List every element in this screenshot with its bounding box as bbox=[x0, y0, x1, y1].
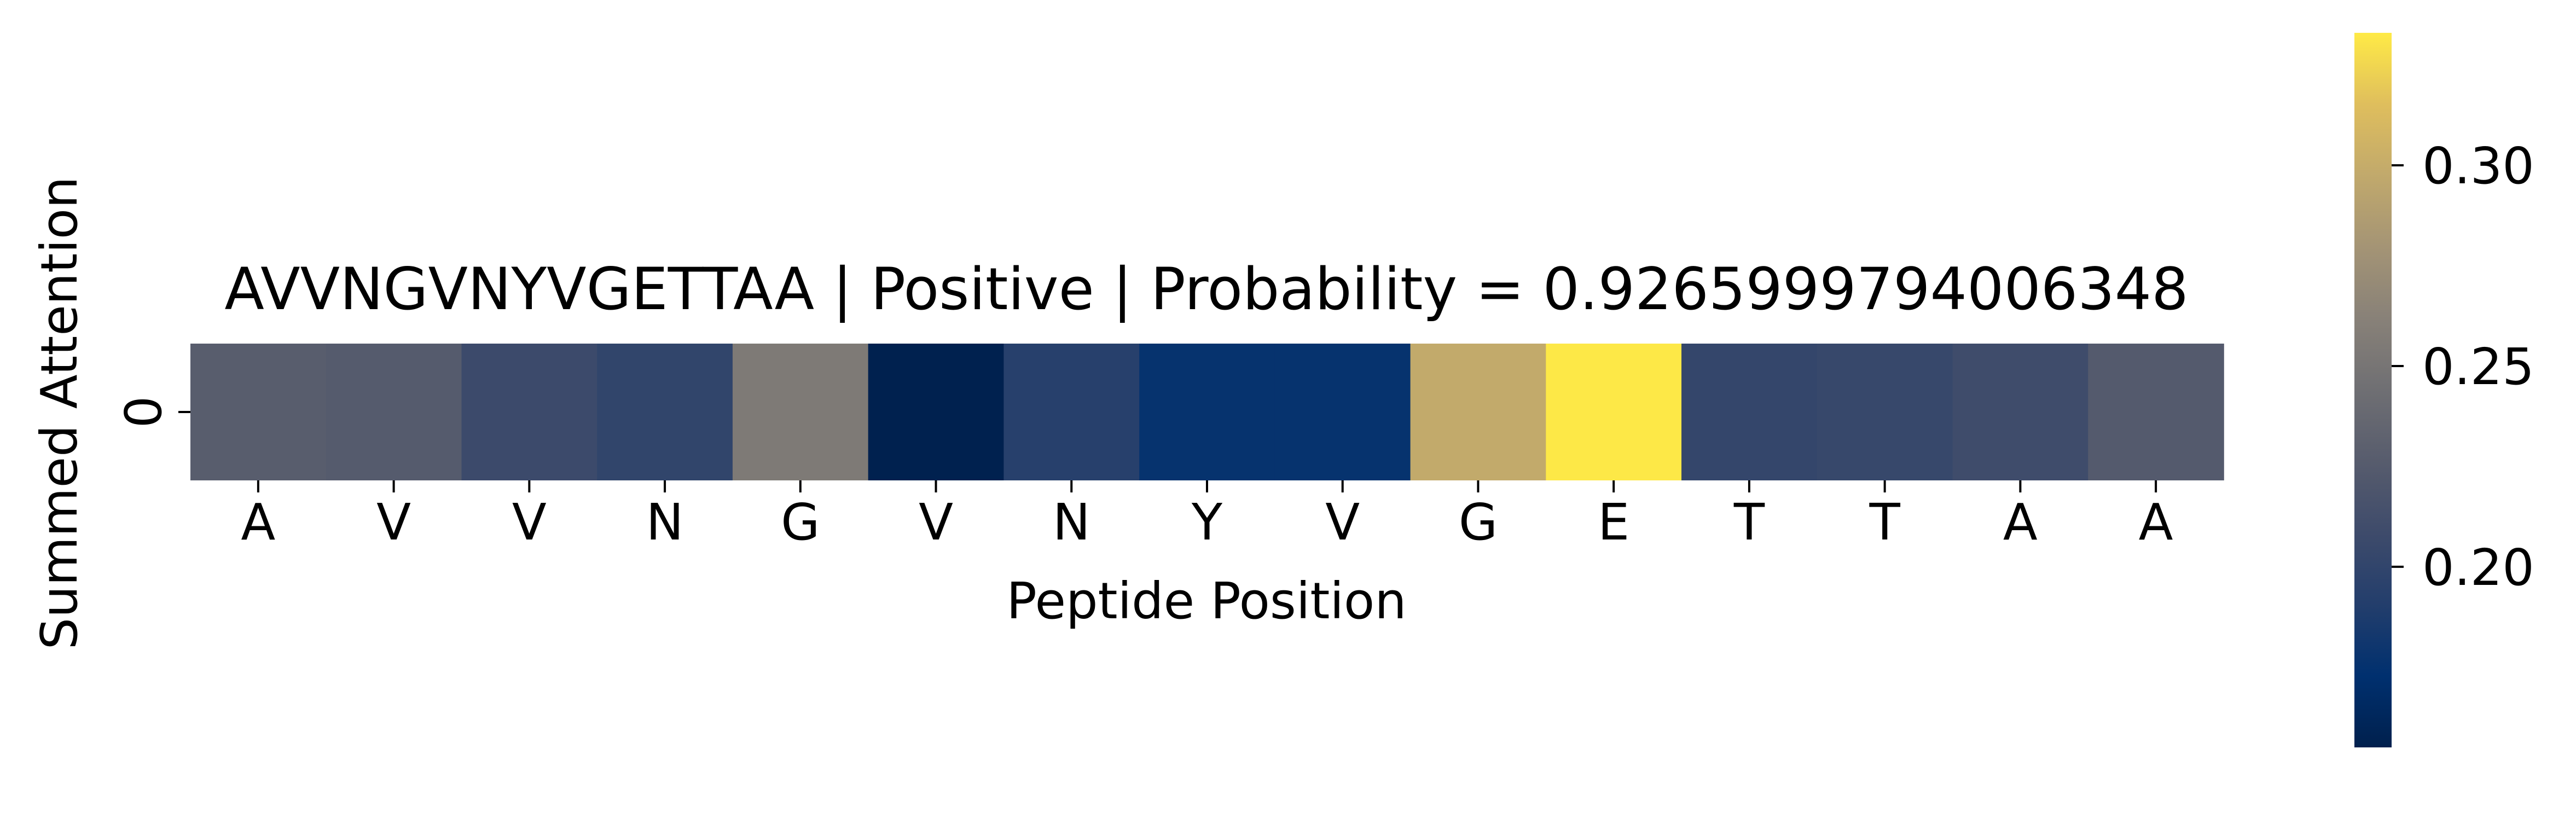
colorbar-ticks: 0.20 0.25 0.30 bbox=[2392, 137, 2534, 597]
x-tick-label: A bbox=[241, 493, 275, 552]
x-tick-label: E bbox=[1598, 493, 1629, 552]
y-axis-ticks: 0 bbox=[114, 396, 190, 428]
heatmap-cell bbox=[2088, 344, 2224, 480]
heatmap-cell bbox=[1817, 344, 1953, 480]
x-axis-label: Peptide Position bbox=[1006, 572, 1406, 630]
heatmap-cell bbox=[1410, 344, 1547, 480]
heatmap-cell bbox=[1274, 344, 1411, 480]
x-tick-label: A bbox=[2003, 493, 2038, 552]
heatmap-cells bbox=[190, 344, 2224, 480]
x-tick-label: T bbox=[1733, 493, 1765, 552]
heatmap-cell bbox=[868, 344, 1005, 480]
heatmap-cell bbox=[1681, 344, 1818, 480]
x-tick-label: V bbox=[512, 493, 547, 552]
heatmap-cell bbox=[597, 344, 733, 480]
colorbar-tick-label: 0.20 bbox=[2422, 538, 2534, 597]
heatmap-cell bbox=[1139, 344, 1275, 480]
x-tick-label: Y bbox=[1191, 493, 1223, 552]
x-tick-label: N bbox=[1053, 493, 1090, 552]
x-tick-label: V bbox=[1325, 493, 1360, 552]
x-tick-label: N bbox=[646, 493, 684, 552]
colorbar-tick-label: 0.25 bbox=[2422, 338, 2534, 396]
heatmap-cell bbox=[1003, 344, 1140, 480]
x-tick-label: G bbox=[781, 493, 820, 552]
x-tick-label: T bbox=[1869, 493, 1901, 552]
y-axis-label: Summed Attention bbox=[30, 177, 89, 650]
y-tick-label: 0 bbox=[114, 396, 173, 428]
x-tick-label: V bbox=[919, 493, 953, 552]
colorbar bbox=[2354, 33, 2392, 747]
heatmap-cell bbox=[1546, 344, 1682, 480]
colorbar-tick-label: 0.30 bbox=[2422, 137, 2534, 195]
x-tick-label: V bbox=[376, 493, 411, 552]
heatmap-cell bbox=[190, 344, 327, 480]
heatmap-cell bbox=[732, 344, 869, 480]
chart-title: AVVNGVNYVGETTAA | Positive | Probability… bbox=[224, 256, 2188, 323]
heatmap-cell bbox=[1952, 344, 2089, 480]
heatmap-cell bbox=[461, 344, 597, 480]
heatmap-cell bbox=[326, 344, 462, 480]
x-tick-label: G bbox=[1459, 493, 1498, 552]
x-tick-label: A bbox=[2139, 493, 2173, 552]
